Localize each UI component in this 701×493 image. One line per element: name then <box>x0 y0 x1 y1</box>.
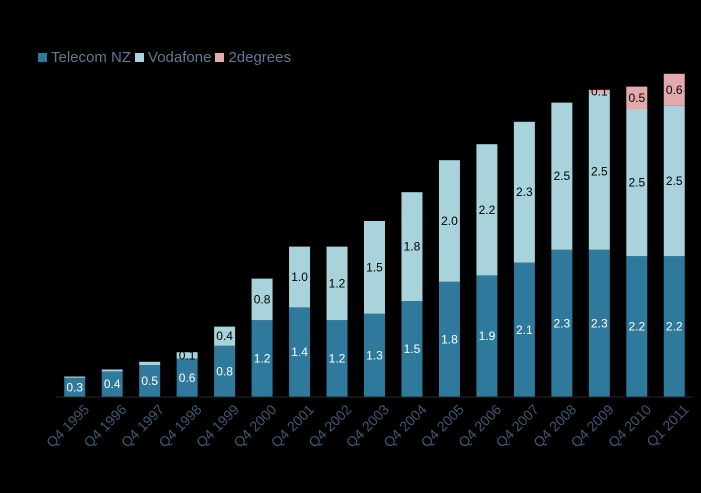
bar-telecom-nz-q4-2000 <box>251 320 273 397</box>
legend-swatch-2degrees <box>215 53 225 62</box>
bar-telecom-nz-q4-1999 <box>214 345 236 397</box>
legend-item-2degrees: 2degrees <box>215 49 291 66</box>
bar-vodafone-q4-2000 <box>251 278 273 321</box>
bar-telecom-nz-q4-2001 <box>289 307 311 397</box>
bar-vodafone-q4-2008 <box>551 102 573 250</box>
bar-vodafone-q1-2011 <box>663 105 685 257</box>
legend-item-vodafone: Vodafone <box>135 49 211 66</box>
data-label-vodafone-q1-2011: 2.5 <box>666 174 683 188</box>
data-label-telecom-nz-q4-1996: 0.4 <box>104 377 121 391</box>
data-label-telecom-nz-q4-2007: 2.1 <box>516 323 533 337</box>
data-label-telecom-nz-q4-1995: 0.3 <box>66 380 83 394</box>
bar-vodafone-q4-2006 <box>476 144 498 276</box>
data-label-vodafone-q4-2000: 0.8 <box>254 292 271 306</box>
legend-swatch-vodafone <box>135 53 145 62</box>
legend-label-2degrees: 2degrees <box>228 49 291 66</box>
bar-vodafone-q4-1997 <box>139 361 161 365</box>
bar-vodafone-q4-2007 <box>513 121 535 263</box>
bar-telecom-nz-q4-2006 <box>476 275 498 397</box>
bar-telecom-nz-q4-2002 <box>326 320 348 397</box>
segment-labels-group: 0.3 0.4 0.5 0.6 0.1 0.8 0.4 1.2 0.8 1.4 1.0 1.2 1.2 1… <box>66 83 683 395</box>
data-label-vodafone-q4-2006: 2.2 <box>479 203 496 217</box>
legend: Telecom NZ Vodafone 2degrees <box>38 49 295 66</box>
bar-telecom-nz-q4-2003 <box>364 313 385 397</box>
bar-telecom-nz-q4-2005 <box>438 281 460 397</box>
bar-vodafone-q4-1996 <box>101 369 123 372</box>
data-label-vodafone-q4-2002: 1.2 <box>329 276 346 290</box>
data-label-vodafone-q4-2008: 2.5 <box>554 169 571 183</box>
legend-swatch-telecom <box>38 53 47 62</box>
data-label-telecom-nz-q4-2009: 2.3 <box>591 316 608 330</box>
data-label-vodafone-q4-2005: 2.0 <box>441 214 458 228</box>
data-label-telecom-nz-q4-2008: 2.3 <box>554 316 571 330</box>
bar-vodafone-q4-2004 <box>401 192 423 301</box>
data-label-vodafone-q4-2003: 1.5 <box>366 260 383 274</box>
bar-2degrees-q1-2011 <box>663 73 685 106</box>
bar-vodafone-q4-1998 <box>176 352 198 359</box>
data-label-vodafone-q4-2010: 2.5 <box>628 176 645 190</box>
data-label-telecom-nz-q4-1997: 0.5 <box>141 374 158 388</box>
data-label-telecom-nz-q4-2000: 1.2 <box>254 352 271 366</box>
bar-2degrees-q4-2009 <box>588 89 610 93</box>
data-label-telecom-nz-q4-2004: 1.5 <box>404 342 421 356</box>
bar-telecom-nz-q4-2007 <box>513 262 535 397</box>
bar-vodafone-q4-1999 <box>214 326 236 346</box>
bar-telecom-nz-q4-2004 <box>401 301 423 397</box>
data-label-vodafone-q4-2009: 2.5 <box>591 164 608 178</box>
data-label-vodafone-q4-2001: 1.0 <box>291 270 308 284</box>
legend-item-telecom: Telecom NZ <box>38 49 131 66</box>
legend-label-telecom: Telecom NZ <box>51 49 132 66</box>
data-label-telecom-nz-q1-2011: 2.2 <box>666 320 683 334</box>
data-label-telecom-nz-q4-2005: 1.8 <box>441 332 458 346</box>
data-label-telecom-nz-q4-2001: 1.4 <box>291 345 308 359</box>
bar-telecom-nz-q4-2008 <box>551 249 573 397</box>
bars-group <box>64 73 685 397</box>
data-label-2degrees-q4-2010: 0.5 <box>628 91 645 105</box>
bar-telecom-nz-q4-1996 <box>101 371 123 397</box>
bar-telecom-nz-q4-1995 <box>64 377 86 397</box>
data-label-2degrees-q1-2011: 0.6 <box>666 83 683 97</box>
bar-vodafone-q4-2005 <box>438 160 460 282</box>
bar-telecom-nz-q4-1997 <box>139 365 161 397</box>
bar-2degrees-q4-2010 <box>626 86 648 109</box>
bar-vodafone-q4-2001 <box>289 246 311 308</box>
bar-telecom-nz-q4-2010 <box>626 256 648 397</box>
data-label-telecom-nz-q4-2010: 2.2 <box>628 320 645 334</box>
data-label-telecom-nz-q4-2002: 1.2 <box>329 352 346 366</box>
data-label-telecom-nz-q4-2003: 1.3 <box>366 348 383 362</box>
bar-telecom-nz-q1-2011 <box>663 256 685 397</box>
legend-label-vodafone: Vodafone <box>148 49 212 66</box>
bar-vodafone-q4-1995 <box>64 376 86 378</box>
data-label-telecom-nz-q4-2006: 1.9 <box>479 329 496 343</box>
data-label-vodafone-q4-1999: 0.4 <box>216 329 233 343</box>
data-label-vodafone-q4-2007: 2.3 <box>516 185 533 199</box>
data-label-telecom-nz-q4-1999: 0.8 <box>216 364 233 378</box>
bar-vodafone-q4-2002 <box>326 246 348 321</box>
x-tick-q1-2011: Q1 2011 <box>643 401 692 450</box>
bar-telecom-nz-q4-2009 <box>588 249 610 397</box>
bar-vodafone-q4-2010 <box>626 109 648 257</box>
bar-telecom-nz-q4-1998 <box>176 358 198 397</box>
data-label-vodafone-q4-1998: 0.1 <box>179 348 196 362</box>
data-label-telecom-nz-q4-1998: 0.6 <box>179 371 196 385</box>
data-label-vodafone-q4-2004: 1.8 <box>404 240 421 254</box>
data-label-2degrees-q4-2009: 0.1 <box>591 84 608 98</box>
bar-vodafone-q4-2009 <box>588 93 610 250</box>
bar-vodafone-q4-2003 <box>364 221 385 314</box>
